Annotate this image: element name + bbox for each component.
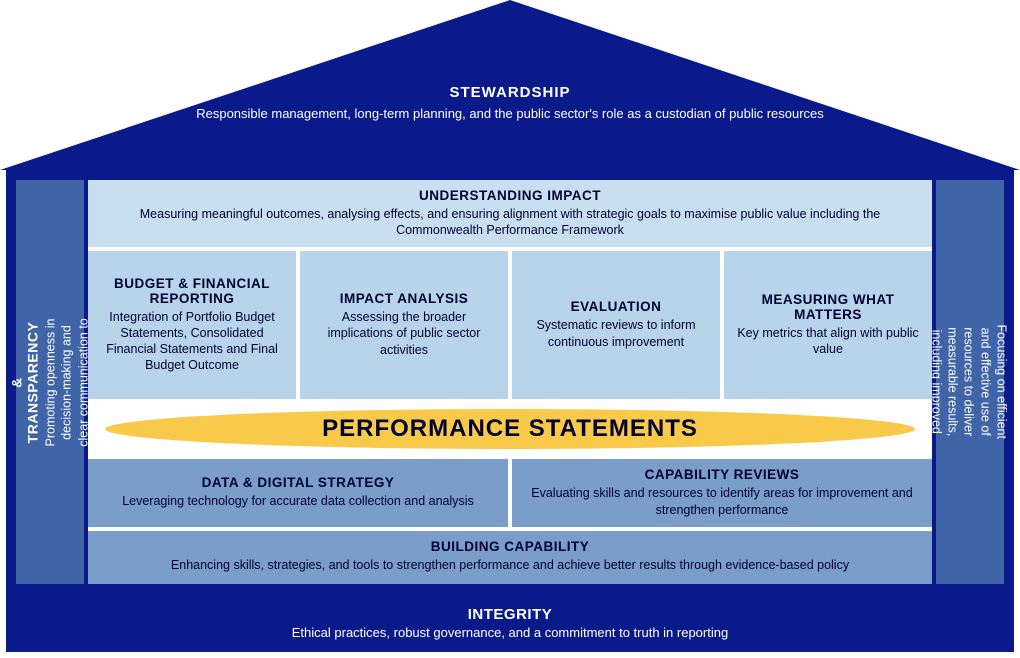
building-desc: Enhancing skills, strategies, and tools … <box>98 557 922 573</box>
house-body: ACCOUNTABILITY & TRANSPARENCY Promoting … <box>6 170 1014 652</box>
building-title: BUILDING CAPABILITY <box>98 539 922 554</box>
foundation-integrity: INTEGRITY Ethical practices, robust gove… <box>6 594 1014 652</box>
cell-budget-title: BUDGET & FINANCIAL REPORTING <box>98 276 286 306</box>
pillar-performance: PERFORMANCE Focusing on efficient and ef… <box>936 180 1004 584</box>
pillar-right-title: PERFORMANCE <box>1012 324 1020 439</box>
cell-impact-desc: Assessing the broader implications of pu… <box>310 309 498 358</box>
stewardship-title: STEWARDSHIP <box>180 84 840 101</box>
two-cells-row: DATA & DIGITAL STRATEGY Leveraging techn… <box>88 459 932 527</box>
integrity-title: INTEGRITY <box>6 606 1014 623</box>
cell-evaluation: EVALUATION Systematic reviews to inform … <box>512 251 720 399</box>
cell-impact-analysis: IMPACT ANALYSIS Assessing the broader im… <box>300 251 508 399</box>
roof-text: STEWARDSHIP Responsible management, long… <box>0 84 1020 123</box>
cell-data-title: DATA & DIGITAL STRATEGY <box>98 475 498 490</box>
integrity-desc: Ethical practices, robust governance, an… <box>6 625 1014 640</box>
cell-budget: BUDGET & FINANCIAL REPORTING Integration… <box>88 251 296 399</box>
cell-data-digital: DATA & DIGITAL STRATEGY Leveraging techn… <box>88 459 508 527</box>
framework-house: STEWARDSHIP Responsible management, long… <box>0 0 1020 658</box>
cell-capability-desc: Evaluating skills and resources to ident… <box>522 485 922 518</box>
stewardship-desc: Responsible management, long-term planni… <box>180 105 840 123</box>
cell-measuring-title: MEASURING WHAT MATTERS <box>734 292 922 322</box>
performance-statements-label: PERFORMANCE STATEMENTS <box>322 415 698 443</box>
cell-evaluation-title: EVALUATION <box>522 299 710 314</box>
cell-capability-reviews: CAPABILITY REVIEWS Evaluating skills and… <box>512 459 932 527</box>
cell-measuring: MEASURING WHAT MATTERS Key metrics that … <box>724 251 932 399</box>
pillar-left-title: ACCOUNTABILITY & TRANSPARENCY <box>0 317 41 447</box>
pillar-accountability: ACCOUNTABILITY & TRANSPARENCY Promoting … <box>16 180 84 584</box>
cell-capability-title: CAPABILITY REVIEWS <box>522 467 922 482</box>
understanding-impact-block: UNDERSTANDING IMPACT Measuring meaningfu… <box>88 180 932 247</box>
understanding-title: UNDERSTANDING IMPACT <box>98 188 922 203</box>
cell-budget-desc: Integration of Portfolio Budget Statemen… <box>98 309 286 374</box>
middle-content: UNDERSTANDING IMPACT Measuring meaningfu… <box>88 180 932 584</box>
cell-impact-title: IMPACT ANALYSIS <box>310 291 498 306</box>
four-cells-row: BUDGET & FINANCIAL REPORTING Integration… <box>88 251 932 399</box>
understanding-desc: Measuring meaningful outcomes, analysing… <box>98 206 922 239</box>
building-capability-block: BUILDING CAPABILITY Enhancing skills, st… <box>88 531 932 585</box>
cell-measuring-desc: Key metrics that align with public value <box>734 325 922 358</box>
cell-evaluation-desc: Systematic reviews to inform continuous … <box>522 317 710 350</box>
performance-statements-band: PERFORMANCE STATEMENTS <box>88 403 932 455</box>
cell-data-desc: Leveraging technology for accurate data … <box>98 493 498 509</box>
